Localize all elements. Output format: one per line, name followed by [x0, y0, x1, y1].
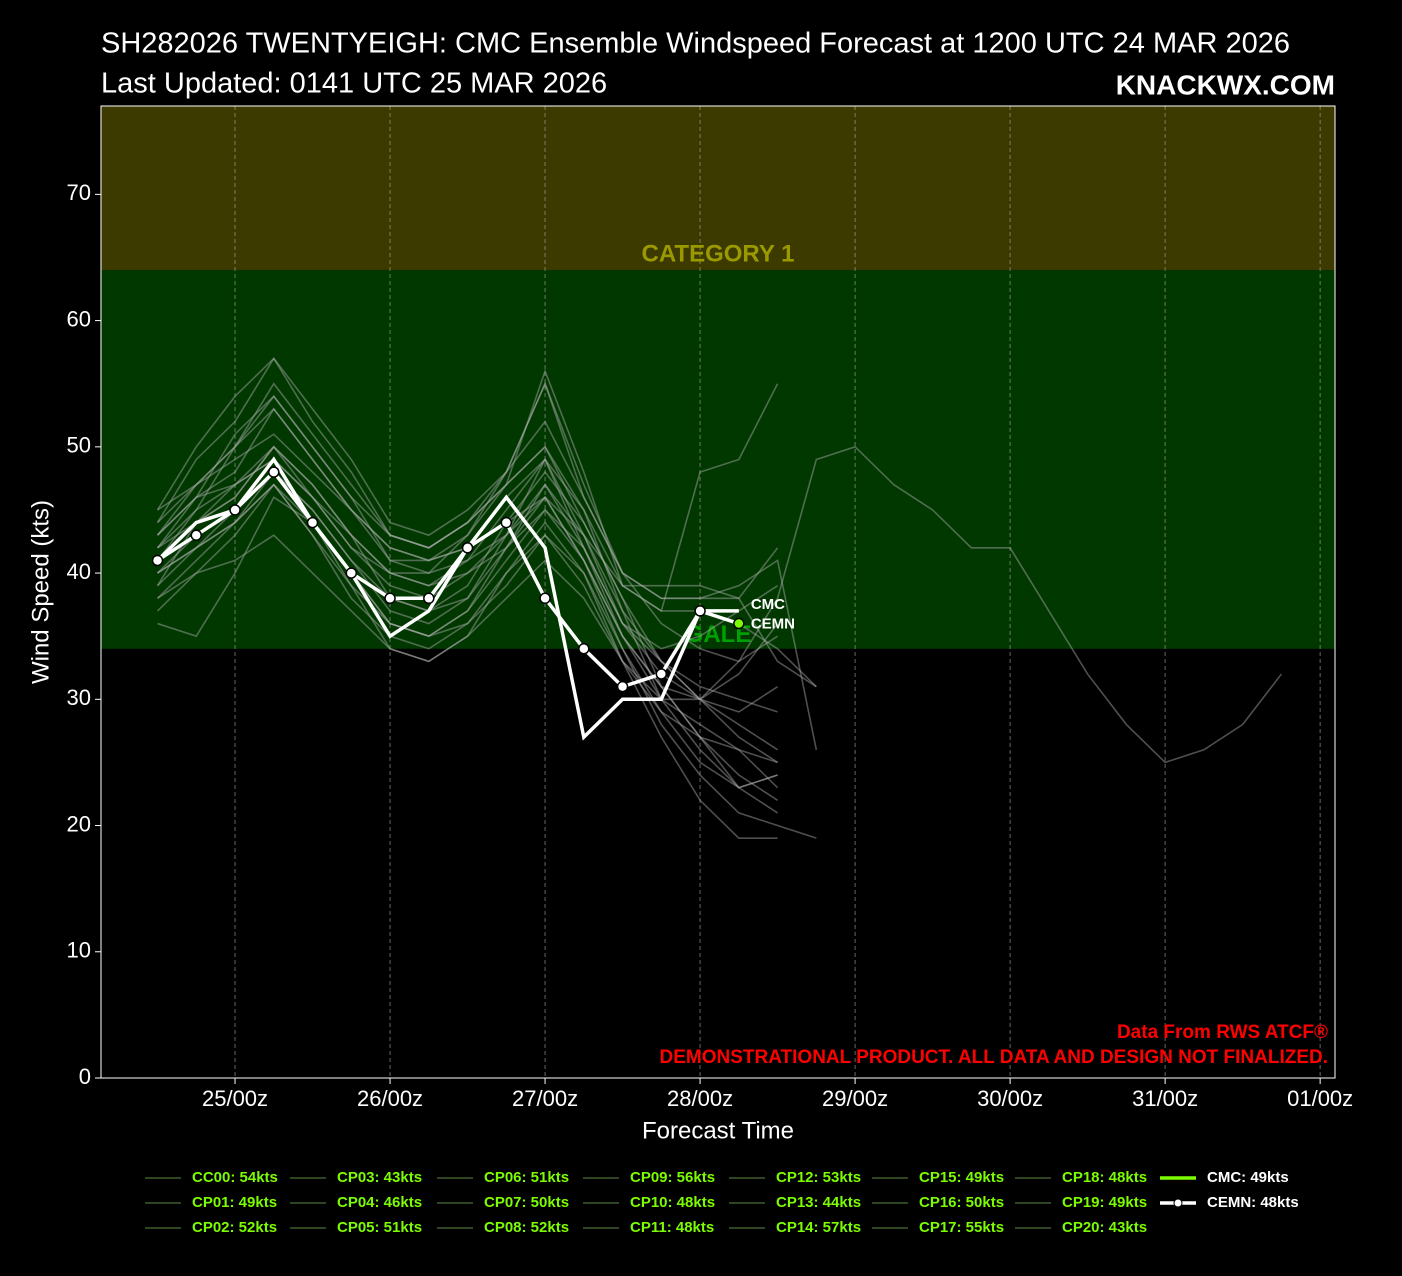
member-line — [156, 445, 779, 650]
member-line — [156, 445, 778, 789]
y-tick-label: 30 — [67, 685, 91, 710]
legend-label: CP17: 55kts — [919, 1219, 1004, 1236]
note: DEMONSTRATIONAL PRODUCT. ALL DATA AND DE… — [660, 1047, 1329, 1068]
marker — [151, 554, 164, 567]
x-tick-label: 01/00z — [1287, 1086, 1353, 1111]
x-axis-label: Forecast Time — [642, 1117, 794, 1144]
marker — [694, 605, 706, 617]
note: Data From RWS ATCF® — [1117, 1022, 1328, 1043]
legend-label: CP09: 56kts — [630, 1169, 715, 1186]
legend-label: CP16: 50kts — [919, 1194, 1004, 1211]
marker — [539, 592, 551, 605]
band-label: CATEGORY 1 — [642, 240, 795, 267]
marker — [655, 668, 668, 680]
legend-label: CP11: 48kts — [630, 1219, 714, 1236]
member-line — [156, 381, 779, 600]
x-tick-label: 30/00z — [977, 1086, 1043, 1111]
legend-label: CEMN: 48kts — [1207, 1194, 1299, 1211]
plot-frame — [100, 105, 1336, 1079]
member-line — [156, 357, 818, 750]
legend-label: CP14: 57kts — [776, 1219, 861, 1236]
member-line — [156, 368, 779, 613]
marker — [423, 592, 435, 605]
marker — [345, 567, 358, 579]
legend-label: CP15: 49kts — [919, 1169, 1004, 1186]
x-tick-label: 25/00z — [202, 1086, 268, 1111]
legend-label: CP04: 46kts — [337, 1194, 422, 1211]
marker — [268, 466, 280, 478]
watermark: KNACKWX.COM — [1116, 69, 1335, 100]
y-tick-label: 70 — [67, 180, 91, 205]
legend-label: CC00: 54kts — [192, 1169, 278, 1186]
legend-label: CP06: 51kts — [484, 1169, 569, 1186]
chart-title: SH282026 TWENTYEIGH: CMC Ensemble Windsp… — [101, 28, 1290, 60]
x-tick-label: 29/00z — [822, 1086, 888, 1111]
marker — [500, 516, 513, 529]
y-tick-label: 40 — [67, 559, 91, 584]
member-line — [156, 483, 778, 839]
legend-label: CP07: 50kts — [484, 1194, 569, 1211]
y-tick-label: 10 — [67, 938, 91, 963]
chart-subtitle: Last Updated: 0141 UTC 25 MAR 2026 — [101, 68, 607, 100]
member-line — [156, 483, 778, 789]
member-line — [156, 357, 817, 688]
y-tick-label: 0 — [79, 1064, 91, 1089]
x-tick-label: 28/00z — [667, 1086, 733, 1111]
member-line — [157, 457, 778, 764]
member-line — [157, 470, 779, 713]
end-label: CMC — [751, 596, 785, 613]
legend-marker — [1173, 1198, 1183, 1208]
legend-label: CMC: 49kts — [1207, 1169, 1289, 1186]
legend-label: CP02: 52kts — [192, 1219, 277, 1236]
series-line — [156, 456, 739, 741]
y-axis-label: Wind Speed (kts) — [27, 500, 54, 684]
end-label: CEMN — [751, 616, 795, 633]
legend-label: CP01: 49kts — [192, 1194, 277, 1211]
marker — [578, 643, 590, 655]
legend-label: CP12: 53kts — [776, 1169, 861, 1186]
marker — [306, 516, 319, 529]
legend-label: CP18: 48kts — [1062, 1169, 1147, 1186]
series-line — [156, 469, 740, 689]
x-tick-label: 26/00z — [357, 1086, 423, 1111]
legend-label: CP08: 52kts — [484, 1219, 569, 1236]
y-tick-label: 50 — [67, 433, 91, 458]
marker — [733, 617, 745, 630]
marker — [190, 529, 203, 541]
legend-label: CP10: 48kts — [630, 1194, 715, 1211]
member-line — [157, 496, 779, 751]
marker — [616, 680, 629, 693]
band — [101, 106, 1335, 271]
marker — [229, 504, 241, 516]
marker — [461, 542, 474, 554]
member-line — [156, 381, 779, 663]
legend-label: CP03: 43kts — [337, 1169, 422, 1186]
member-line — [156, 483, 779, 789]
x-tick-label: 31/00z — [1132, 1086, 1198, 1111]
legend-label: CP19: 49kts — [1062, 1194, 1147, 1211]
band — [101, 270, 1335, 649]
legend-label: CP20: 43kts — [1062, 1219, 1147, 1236]
member-line — [157, 445, 1283, 764]
y-tick-label: 20 — [67, 811, 91, 836]
marker — [384, 592, 396, 605]
y-tick-label: 60 — [67, 306, 91, 331]
legend-label: CP05: 51kts — [337, 1219, 422, 1236]
x-tick-label: 27/00z — [512, 1086, 578, 1111]
legend-label: CP13: 44kts — [776, 1194, 861, 1211]
